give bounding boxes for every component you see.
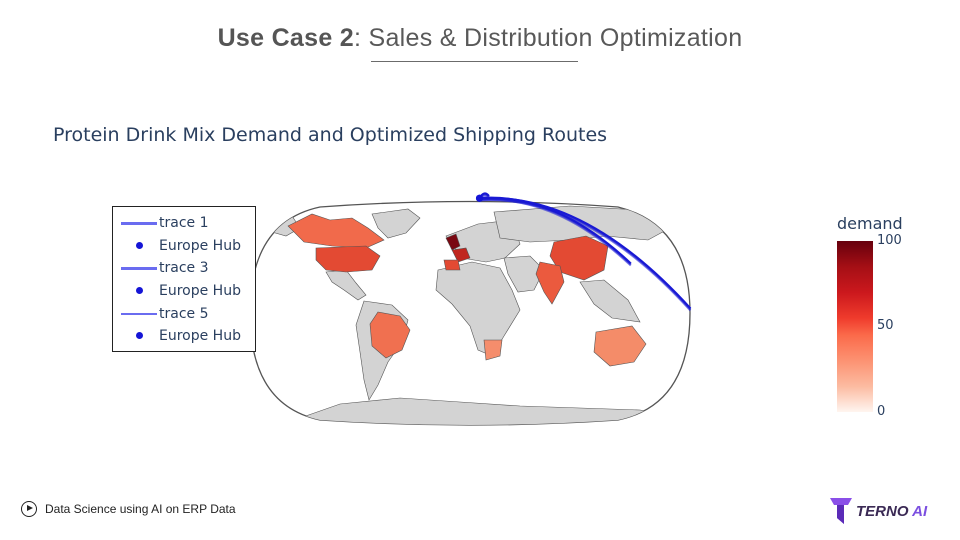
slide-title-rest: : Sales & Distribution Optimization bbox=[354, 24, 743, 52]
title-underline bbox=[371, 61, 578, 62]
legend-marker-icon bbox=[119, 239, 159, 253]
legend-line-icon bbox=[119, 307, 159, 321]
route-line[interactable] bbox=[479, 198, 692, 312]
colorbar bbox=[837, 241, 873, 412]
region-brazil[interactable] bbox=[369, 311, 411, 359]
colorbar-tick-50: 50 bbox=[877, 318, 894, 333]
legend-line-icon bbox=[119, 261, 159, 275]
region-united-kingdom[interactable] bbox=[445, 233, 461, 251]
legend-label: Europe Hub bbox=[159, 328, 241, 345]
legend-marker-icon bbox=[119, 329, 159, 343]
region-china[interactable] bbox=[549, 235, 609, 281]
slide-title-bold: Use Case 2 bbox=[217, 24, 354, 52]
legend-label: trace 3 bbox=[159, 260, 209, 277]
map-legend[interactable]: trace 1 Europe Hub trace 3 Europe Hub tr… bbox=[112, 206, 256, 352]
brand-name-terno: TERNO bbox=[856, 502, 909, 520]
europe-hub-marker[interactable] bbox=[475, 194, 483, 202]
brand-name-ai: AI bbox=[912, 502, 928, 520]
region-australia[interactable] bbox=[593, 325, 647, 367]
colorbar-title: demand bbox=[837, 214, 903, 233]
terno-logo-icon bbox=[830, 498, 852, 524]
legend-label: Europe Hub bbox=[159, 237, 241, 254]
legend-item-europe-hub[interactable]: Europe Hub bbox=[119, 280, 255, 303]
colorbar-tick-0: 0 bbox=[877, 404, 886, 419]
region-france[interactable] bbox=[451, 247, 471, 263]
region-india[interactable] bbox=[535, 261, 565, 305]
chart-title: Protein Drink Mix Demand and Optimized S… bbox=[53, 124, 608, 146]
legend-item-europe-hub[interactable]: Europe Hub bbox=[119, 235, 255, 258]
region-south-africa[interactable] bbox=[483, 339, 503, 361]
brand-logo: TERNO AI bbox=[830, 496, 927, 526]
europe-hub-markers[interactable] bbox=[475, 194, 483, 202]
legend-line-icon bbox=[119, 216, 159, 230]
region-canada[interactable] bbox=[287, 213, 385, 249]
southeast-asia[interactable] bbox=[579, 279, 641, 323]
middle-east[interactable] bbox=[503, 255, 545, 293]
region-united-states[interactable] bbox=[315, 245, 381, 273]
slide-title: Use Case 2: Sales & Distribution Optimiz… bbox=[0, 24, 960, 53]
footer: Data Science using AI on ERP Data bbox=[21, 501, 236, 517]
legend-item-trace-1[interactable]: trace 1 bbox=[119, 212, 255, 235]
legend-marker-icon bbox=[119, 284, 159, 298]
legend-label: trace 5 bbox=[159, 305, 209, 322]
colorbar-tick-100: 100 bbox=[877, 233, 902, 248]
legend-item-trace-5[interactable]: trace 5 bbox=[119, 302, 255, 325]
footer-label: Data Science using AI on ERP Data bbox=[45, 502, 236, 516]
legend-item-trace-3[interactable]: trace 3 bbox=[119, 257, 255, 280]
legend-item-europe-hub[interactable]: Europe Hub bbox=[119, 325, 255, 348]
legend-label: trace 1 bbox=[159, 215, 209, 232]
brand-name: TERNO AI bbox=[856, 503, 927, 520]
region-spain[interactable] bbox=[443, 259, 461, 271]
antarctica[interactable] bbox=[299, 397, 681, 440]
play-icon[interactable] bbox=[21, 501, 37, 517]
legend-label: Europe Hub bbox=[159, 283, 241, 300]
greenland[interactable] bbox=[371, 208, 421, 239]
